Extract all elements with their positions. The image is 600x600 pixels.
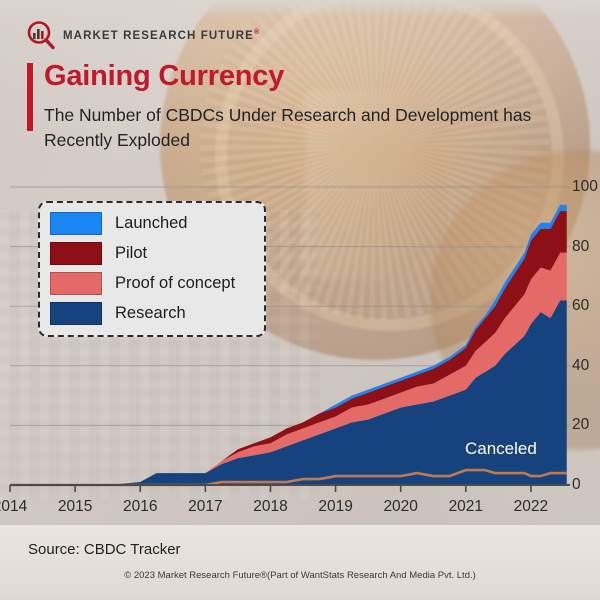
x-axis-tick-label: 2017 bbox=[188, 498, 223, 515]
title-accent-bar bbox=[27, 63, 33, 131]
registered-mark: ® bbox=[253, 28, 261, 36]
legend-item-launched: Launched bbox=[50, 212, 254, 235]
y-axis-tick-label: 60 bbox=[572, 297, 590, 315]
y-axis-tick-label: 100 bbox=[572, 178, 598, 195]
legend-swatch-proof-of-concept bbox=[50, 272, 102, 295]
source-text: Source: CBDC Tracker bbox=[28, 541, 181, 558]
legend-label-proof-of-concept: Proof of concept bbox=[115, 274, 236, 292]
x-axis-tick-label: 2014 bbox=[0, 498, 28, 515]
page-subtitle: The Number of CBDCs Under Research and D… bbox=[44, 105, 532, 150]
chart-legend: Launched Pilot Proof of concept Research bbox=[38, 201, 266, 337]
legend-item-research: Research bbox=[50, 302, 254, 325]
legend-label-pilot: Pilot bbox=[115, 244, 148, 262]
legend-label-launched: Launched bbox=[115, 214, 188, 232]
brand-name: MARKET RESEARCH FUTURE® bbox=[63, 29, 260, 42]
legend-item-proof-of-concept: Proof of concept bbox=[50, 272, 254, 295]
brand-logo: MARKET RESEARCH FUTURE® bbox=[26, 20, 260, 50]
legend-item-pilot: Pilot bbox=[50, 242, 254, 265]
x-axis-tick-label: 2022 bbox=[513, 498, 549, 515]
canceled-annotation: Canceled bbox=[465, 439, 537, 458]
x-axis-tick-label: 2020 bbox=[383, 498, 418, 515]
brand-name-text: MARKET RESEARCH FUTURE bbox=[63, 29, 254, 42]
legend-swatch-launched bbox=[50, 212, 102, 235]
legend-label-research: Research bbox=[115, 304, 186, 322]
y-axis-tick-label: 40 bbox=[572, 356, 590, 374]
x-axis-tick-label: 2016 bbox=[122, 498, 158, 515]
x-axis-tick-label: 2018 bbox=[253, 498, 288, 515]
x-axis-tick-label: 2015 bbox=[57, 498, 93, 515]
legend-swatch-pilot bbox=[50, 242, 102, 265]
magnifier-bar-chart-icon bbox=[26, 20, 56, 50]
footer-band bbox=[0, 525, 600, 600]
page-title: Gaining Currency bbox=[44, 60, 285, 92]
y-axis-tick-label: 20 bbox=[572, 416, 590, 434]
copyright-text: © 2023 Market Research Future®(Part of W… bbox=[124, 570, 476, 581]
legend-swatch-research bbox=[50, 302, 102, 325]
x-axis-tick-label: 2019 bbox=[318, 498, 353, 515]
y-axis-tick-label: 80 bbox=[572, 237, 590, 255]
x-axis-tick-label: 2021 bbox=[448, 498, 484, 515]
y-axis-tick-label: 0 bbox=[572, 476, 581, 493]
